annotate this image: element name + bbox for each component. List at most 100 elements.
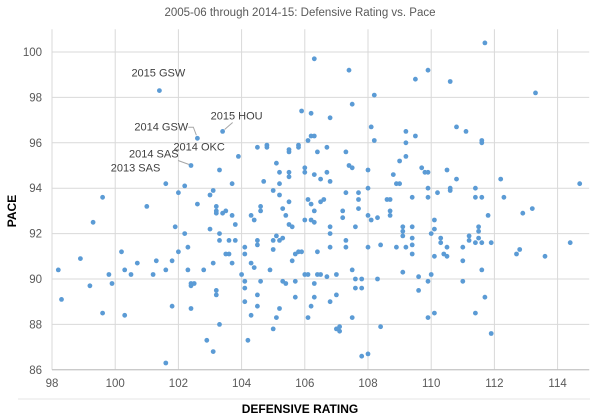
data-point — [296, 144, 301, 150]
data-point — [308, 201, 314, 207]
data-point — [324, 144, 330, 150]
data-point — [210, 260, 216, 266]
data-point — [150, 272, 156, 277]
data-point — [438, 240, 444, 246]
data-point — [473, 310, 478, 316]
data-point — [185, 267, 191, 273]
data-point — [337, 328, 342, 334]
data-point — [403, 244, 409, 250]
y-tick-label: 94 — [29, 183, 42, 195]
data-point — [425, 194, 431, 200]
data-point — [210, 349, 216, 354]
data-point — [277, 306, 282, 311]
data-point — [305, 138, 311, 143]
data-point — [419, 165, 425, 171]
x-tick-label: 112 — [485, 378, 503, 390]
x-axis-title: DEFENSIVE RATING — [242, 402, 358, 416]
data-point — [359, 276, 365, 282]
data-point — [466, 233, 472, 239]
data-point — [432, 253, 437, 259]
data-point — [302, 217, 308, 223]
x-tick-label: 98 — [46, 378, 59, 390]
data-point — [409, 224, 415, 230]
data-point — [258, 204, 263, 209]
annotation-label: 2014 SAS — [129, 149, 179, 161]
data-point — [255, 144, 260, 150]
data-point — [274, 315, 279, 320]
data-point — [163, 267, 169, 273]
data-point — [169, 258, 175, 264]
data-point — [400, 269, 406, 275]
data-point — [365, 351, 371, 357]
annotation-label: 2014 GSW — [134, 121, 188, 133]
data-point — [387, 208, 393, 214]
data-point — [229, 181, 235, 187]
data-point — [213, 292, 219, 298]
data-point — [283, 281, 289, 286]
data-point — [403, 140, 409, 146]
y-tick-label: 100 — [23, 47, 42, 59]
data-point — [365, 244, 371, 250]
annotation-label: 2014 OKC — [173, 141, 224, 153]
data-point — [223, 208, 229, 214]
data-point — [176, 190, 181, 196]
x-tick-label: 108 — [358, 378, 377, 390]
data-point — [447, 79, 453, 84]
data-point — [134, 260, 140, 266]
data-point — [311, 172, 317, 178]
data-point — [163, 360, 169, 366]
data-point — [188, 306, 194, 311]
data-point — [356, 206, 361, 212]
data-point — [488, 240, 494, 246]
data-point — [409, 251, 415, 257]
data-point — [311, 219, 317, 225]
data-point — [533, 90, 538, 96]
data-point — [353, 285, 358, 291]
data-point — [242, 244, 248, 250]
data-point — [473, 185, 478, 191]
data-point — [371, 138, 377, 143]
data-point — [444, 167, 450, 173]
data-point — [368, 124, 374, 130]
data-point — [315, 249, 320, 255]
data-point — [242, 251, 248, 257]
annotation-label: 2015 HOU — [211, 110, 263, 122]
y-tick-label: 90 — [29, 274, 42, 286]
data-point — [245, 337, 251, 343]
data-point — [292, 294, 298, 300]
data-point — [400, 233, 406, 239]
data-point — [311, 56, 317, 62]
data-point — [207, 226, 213, 232]
data-point — [476, 224, 481, 230]
data-points — [55, 40, 583, 366]
data-point — [375, 215, 380, 221]
data-point — [232, 222, 238, 227]
data-point — [438, 235, 444, 241]
y-tick-label: 96 — [29, 138, 42, 150]
data-point — [501, 194, 507, 200]
data-point — [255, 242, 260, 248]
data-point — [100, 310, 105, 316]
data-point — [394, 244, 399, 250]
data-point — [242, 285, 248, 291]
data-point — [251, 217, 257, 223]
y-axis-ticks: 86 88 90 92 94 96 98 100 — [23, 47, 43, 377]
data-point — [229, 213, 235, 218]
data-point — [409, 242, 415, 248]
data-point — [169, 303, 175, 309]
data-point — [349, 101, 355, 107]
data-point — [476, 235, 481, 241]
data-point — [466, 238, 472, 243]
data-point — [242, 278, 248, 284]
data-point — [365, 167, 371, 173]
data-point — [277, 181, 282, 187]
y-tick-label: 86 — [29, 365, 42, 377]
data-point — [409, 194, 415, 200]
data-point — [375, 276, 380, 282]
data-point — [432, 226, 437, 232]
data-point — [217, 231, 222, 237]
data-point — [226, 238, 232, 243]
data-point — [542, 253, 548, 259]
data-point — [514, 251, 519, 257]
data-point — [311, 281, 317, 286]
